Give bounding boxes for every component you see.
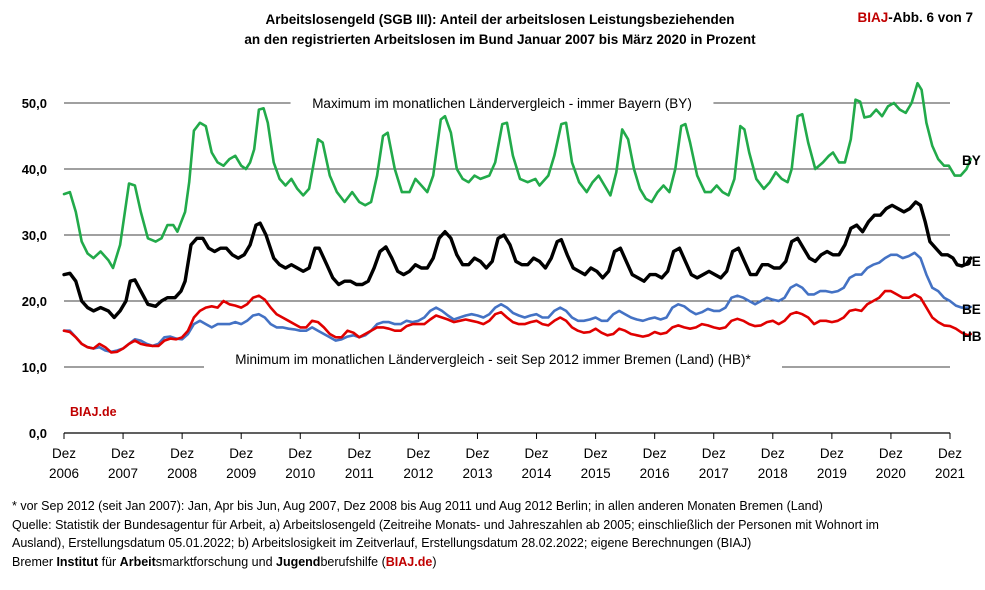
y-tick-label: 10,0	[22, 360, 47, 375]
series-label-de: DE	[962, 254, 981, 269]
publisher-part: Bremer	[12, 554, 57, 569]
x-tick-year: 2017	[699, 466, 729, 481]
max-annotation: Maximum im monatlichen Ländervergleich -…	[312, 96, 692, 111]
x-tick-month: Dez	[406, 446, 430, 461]
chart-title-line1: Arbeitslosengeld (SGB III): Anteil der a…	[265, 12, 735, 27]
x-tick-year: 2007	[108, 466, 138, 481]
series-labels: BY DE BE HB	[962, 153, 982, 344]
figure-badge: BIAJ-Abb. 6 von 7	[857, 10, 973, 25]
series-line-be	[62, 251, 972, 354]
x-tick-month: Dez	[170, 446, 194, 461]
x-tick-month: Dez	[347, 446, 371, 461]
publisher-part: smarktforschung und	[155, 554, 276, 569]
series-line-hb	[62, 289, 972, 354]
footer-notes: * vor Sep 2012 (seit Jan 2007): Jan, Apr…	[12, 497, 972, 571]
x-tick-year: 2016	[640, 466, 670, 481]
x-tick-month: Dez	[111, 446, 135, 461]
footnote: * vor Sep 2012 (seit Jan 2007): Jan, Apr…	[12, 499, 823, 513]
publisher-part: für	[98, 554, 120, 569]
x-tick-year: 2012	[403, 466, 433, 481]
publisher-line: Bremer Institut für Arbeitsmarktforschun…	[12, 553, 972, 572]
chart-title-line2: an den registrierten Arbeitslosen im Bun…	[244, 32, 756, 47]
y-axis-ticks: 0,0 10,0 20,0 30,0 40,0 50,0	[22, 96, 47, 441]
publisher-part: berufshilfe (	[320, 554, 386, 569]
min-annotation: Minimum im monatlichen Ländervergleich -…	[235, 352, 751, 367]
x-tick-year: 2010	[285, 466, 315, 481]
line-chart: 0,010,020,030,040,050,0 Dez2006Dez2007De…	[22, 81, 982, 481]
y-tick-label: 40,0	[22, 162, 47, 177]
x-tick-month: Dez	[229, 446, 253, 461]
x-tick-month: Dez	[879, 446, 903, 461]
x-tick-month: Dez	[702, 446, 726, 461]
series-label-be: BE	[962, 302, 981, 317]
max-annotation-bg	[290, 95, 714, 113]
min-annotation-bg	[204, 351, 782, 369]
watermark: BIAJ.de	[70, 405, 117, 419]
x-tick-month: Dez	[288, 446, 312, 461]
chart-title: Arbeitslosengeld (SGB III): Anteil der a…	[200, 10, 800, 50]
x-tick-year: 2018	[758, 466, 788, 481]
x-tick-month: Dez	[525, 446, 549, 461]
annotations: Maximum im monatlichen Ländervergleich -…	[70, 95, 782, 419]
source-line-1: Quelle: Statistik der Bundesagentur für …	[12, 517, 879, 532]
badge-brand: BIAJ	[857, 10, 889, 25]
x-tick-year: 2014	[522, 466, 553, 481]
badge-figure-number: -Abb. 6 von 7	[888, 10, 973, 25]
y-tick-label: 30,0	[22, 228, 47, 243]
x-tick-year: 2009	[226, 466, 256, 481]
series-line-de	[62, 200, 973, 320]
x-tick-month: Dez	[584, 446, 608, 461]
y-tick-label: 20,0	[22, 294, 47, 309]
x-tick-month: Dez	[938, 446, 962, 461]
source-line-2: Ausland), Erstellungsdatum 05.01.2022; b…	[12, 536, 752, 550]
x-tick-year: 2015	[581, 466, 611, 481]
x-tick-month: Dez	[52, 446, 76, 461]
gridlines	[64, 102, 950, 368]
y-tick-label: 0,0	[29, 426, 47, 441]
x-tick-year: 2020	[876, 466, 906, 481]
publisher-part: Arbeit	[119, 554, 156, 569]
publisher-part: )	[432, 554, 437, 569]
x-tick-year: 2011	[345, 466, 374, 481]
series-line-by	[62, 81, 972, 270]
series-label-hb: HB	[962, 329, 982, 344]
x-tick-month: Dez	[761, 446, 785, 461]
x-tick-year: 2019	[817, 466, 847, 481]
x-tick-year: 2021	[935, 466, 965, 481]
x-tick-year: 2006	[49, 466, 79, 481]
publisher-link[interactable]: BIAJ.de	[385, 554, 433, 569]
publisher-part: Institut	[56, 554, 99, 569]
x-tick-year: 2013	[462, 466, 492, 481]
x-axis: Dez 2006 Dez 2007 Dez 2008 Dez 2009 Dez 2010 Dez 20…	[49, 432, 965, 481]
x-tick-month: Dez	[465, 446, 489, 461]
x-tick-year: 2008	[167, 466, 197, 481]
series-lines	[62, 81, 973, 354]
x-tick-month: Dez	[643, 446, 667, 461]
x-tick-month: Dez	[820, 446, 844, 461]
y-tick-label: 50,0	[22, 96, 47, 111]
publisher-part: Jugend	[276, 554, 321, 569]
series-label-by: BY	[962, 153, 981, 168]
